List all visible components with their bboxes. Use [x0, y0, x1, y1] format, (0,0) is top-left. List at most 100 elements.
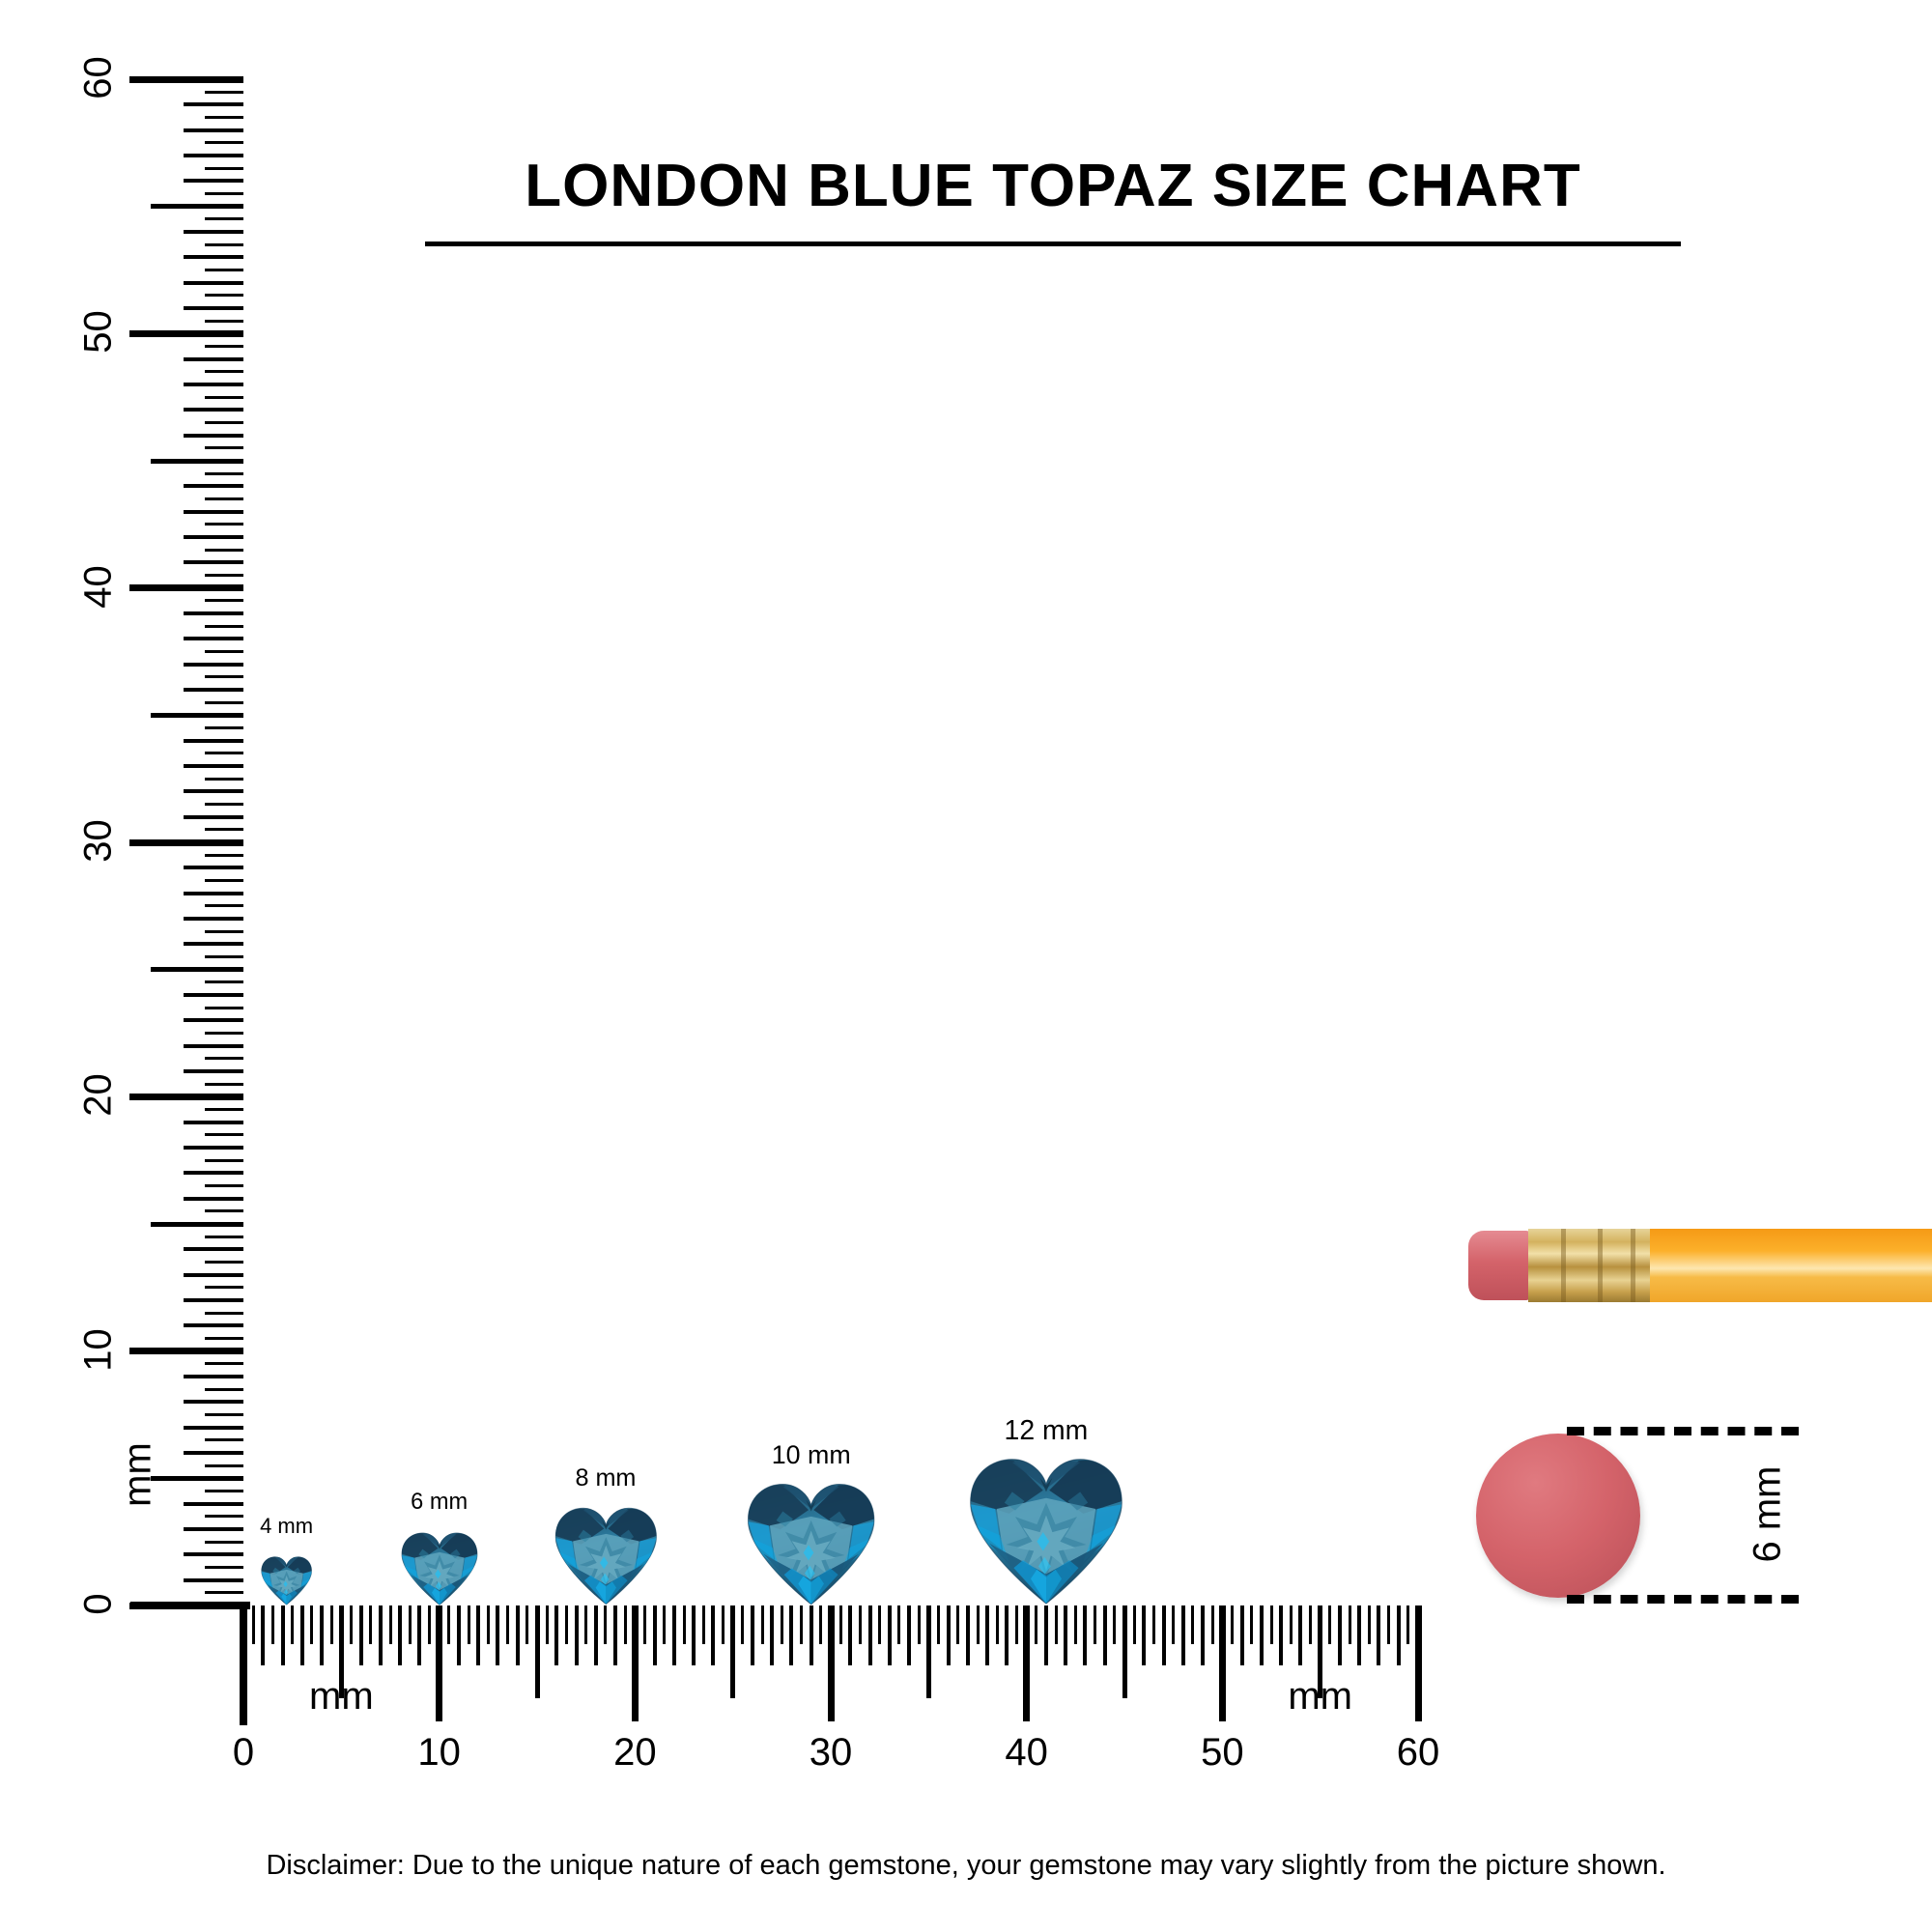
horizontal-ruler-tick	[800, 1605, 804, 1644]
horizontal-ruler-major-tick	[631, 1605, 639, 1721]
vertical-ruler-major-tick	[129, 584, 243, 592]
vertical-ruler-tick	[205, 853, 243, 857]
vertical-ruler-tick	[184, 738, 243, 743]
horizontal-ruler-tick	[1094, 1605, 1097, 1644]
vertical-ruler-tick	[205, 166, 243, 170]
vertical-ruler-tick	[184, 1298, 243, 1302]
vertical-ruler-tick	[184, 280, 243, 285]
horizontal-ruler-tick	[1357, 1605, 1362, 1665]
horizontal-ruler-tick	[1132, 1605, 1136, 1644]
vertical-ruler-tick	[184, 993, 243, 997]
vertical-ruler-major-tick	[129, 75, 243, 83]
vertical-ruler-tick	[184, 1018, 243, 1023]
vertical-ruler-tick	[205, 1387, 243, 1391]
vertical-ruler-tick	[205, 345, 243, 348]
gemstone-size-label: 12 mm	[1004, 1415, 1089, 1447]
horizontal-ruler-tick	[1348, 1605, 1351, 1644]
vertical-ruler-tick	[205, 1006, 243, 1009]
vertical-ruler-tick	[205, 395, 243, 399]
vertical-ruler-major-tick	[129, 1093, 243, 1100]
vertical-ruler-tick	[205, 497, 243, 500]
vertical-ruler-tick	[151, 1221, 243, 1227]
vertical-ruler-tick	[184, 662, 243, 667]
horizontal-ruler-tick	[554, 1605, 559, 1665]
vertical-ruler-tick	[205, 1438, 243, 1442]
vertical-ruler-tick	[184, 611, 243, 615]
horizontal-ruler-tick	[867, 1605, 872, 1665]
measure-line-top	[1567, 1427, 1799, 1435]
horizontal-ruler-tick	[897, 1605, 901, 1644]
vertical-ruler-tick	[184, 764, 243, 768]
horizontal-ruler-tick	[467, 1605, 470, 1644]
horizontal-ruler-tick	[261, 1605, 266, 1665]
vertical-ruler-tick	[184, 1451, 243, 1455]
horizontal-ruler-label: 50	[1201, 1731, 1244, 1774]
horizontal-ruler-tick	[320, 1605, 325, 1665]
horizontal-ruler-tick	[1102, 1605, 1107, 1665]
horizontal-ruler-tick	[564, 1605, 568, 1644]
horizontal-ruler-tick	[1387, 1605, 1391, 1644]
horizontal-ruler-tick	[1318, 1605, 1323, 1698]
horizontal-ruler-label: 10	[417, 1731, 461, 1774]
horizontal-ruler-tick	[1035, 1605, 1038, 1644]
vertical-ruler-tick	[205, 803, 243, 806]
horizontal-ruler-tick	[1180, 1605, 1185, 1665]
horizontal-ruler-tick	[1230, 1605, 1234, 1644]
horizontal-ruler-tick	[623, 1605, 627, 1644]
horizontal-ruler-tick	[1406, 1605, 1410, 1644]
vertical-ruler-tick	[184, 433, 243, 438]
vertical-ruler-tick	[205, 421, 243, 424]
horizontal-ruler-tick	[398, 1605, 403, 1665]
horizontal-ruler-tick	[809, 1605, 813, 1665]
horizontal-ruler-tick	[310, 1605, 314, 1644]
gemstone-heart-icon	[261, 1556, 312, 1605]
vertical-ruler-tick	[205, 1057, 243, 1061]
vertical-ruler-tick	[205, 828, 243, 832]
vertical-ruler-tick	[184, 535, 243, 539]
vertical-ruler-tick	[205, 141, 243, 145]
vertical-ruler-tick	[205, 1540, 243, 1544]
vertical-ruler-tick	[205, 1311, 243, 1315]
page-title: LONDON BLUE TOPAZ SIZE CHART	[525, 153, 1581, 219]
disclaimer-text: Disclaimer: Due to the unique nature of …	[266, 1850, 1666, 1881]
horizontal-ruler-major-tick	[1023, 1605, 1031, 1721]
vertical-ruler-tick	[184, 509, 243, 514]
horizontal-ruler-tick	[1289, 1605, 1293, 1644]
horizontal-ruler-tick	[417, 1605, 422, 1665]
horizontal-ruler-tick	[1250, 1605, 1254, 1644]
vertical-ruler-tick	[205, 1591, 243, 1595]
horizontal-ruler-tick	[1309, 1605, 1313, 1644]
vertical-ruler-tick	[205, 1490, 243, 1492]
pencil-ferrule-ridge-icon	[1561, 1229, 1566, 1302]
horizontal-ruler-tick	[1005, 1605, 1009, 1665]
horizontal-ruler-major-tick	[436, 1605, 443, 1721]
horizontal-ruler-tick	[428, 1605, 432, 1644]
vertical-ruler-tick	[151, 204, 243, 210]
vertical-ruler-tick	[205, 446, 243, 450]
vertical-ruler-tick	[184, 383, 243, 386]
horizontal-ruler-major-tick	[1414, 1605, 1422, 1721]
horizontal-ruler-tick	[1396, 1605, 1401, 1665]
pencil-eraser-icon	[1468, 1231, 1530, 1300]
vertical-ruler-tick	[184, 637, 243, 641]
horizontal-ruler-tick	[280, 1605, 285, 1665]
horizontal-ruler-tick	[388, 1605, 392, 1644]
horizontal-ruler-tick	[545, 1605, 549, 1644]
horizontal-ruler-tick	[878, 1605, 882, 1644]
vertical-ruler-tick	[205, 726, 243, 729]
horizontal-ruler-tick	[936, 1605, 940, 1644]
vertical-ruler-tick	[205, 1158, 243, 1162]
vertical-ruler-major-tick	[129, 838, 243, 846]
horizontal-ruler-tick	[534, 1605, 540, 1698]
horizontal-ruler-tick	[819, 1605, 823, 1644]
vertical-ruler-tick	[184, 1120, 243, 1124]
vertical-ruler-tick	[205, 548, 243, 552]
vertical-ruler-tick	[205, 752, 243, 755]
vertical-ruler-tick	[184, 917, 243, 921]
vertical-ruler-tick	[184, 891, 243, 895]
horizontal-ruler-tick	[1259, 1605, 1264, 1665]
horizontal-ruler-label: 0	[232, 1731, 255, 1774]
horizontal-ruler-tick	[447, 1605, 451, 1644]
horizontal-ruler-tick	[1015, 1605, 1019, 1644]
